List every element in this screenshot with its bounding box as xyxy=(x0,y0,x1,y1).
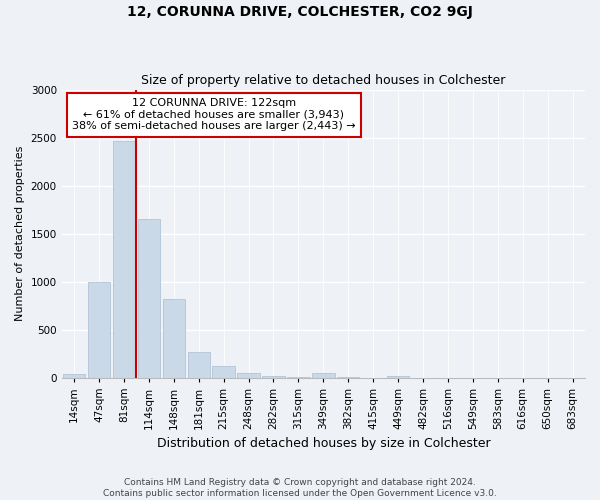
Text: 12, CORUNNA DRIVE, COLCHESTER, CO2 9GJ: 12, CORUNNA DRIVE, COLCHESTER, CO2 9GJ xyxy=(127,5,473,19)
Y-axis label: Number of detached properties: Number of detached properties xyxy=(15,146,25,321)
Bar xyxy=(188,352,210,378)
Text: 12 CORUNNA DRIVE: 122sqm
← 61% of detached houses are smaller (3,943)
38% of sem: 12 CORUNNA DRIVE: 122sqm ← 61% of detach… xyxy=(72,98,356,132)
Bar xyxy=(262,376,285,378)
Bar xyxy=(113,142,135,378)
Bar xyxy=(312,372,335,378)
X-axis label: Distribution of detached houses by size in Colchester: Distribution of detached houses by size … xyxy=(157,437,490,450)
Text: Contains HM Land Registry data © Crown copyright and database right 2024.
Contai: Contains HM Land Registry data © Crown c… xyxy=(103,478,497,498)
Bar xyxy=(137,219,160,378)
Bar xyxy=(387,376,409,378)
Bar xyxy=(212,366,235,378)
Bar xyxy=(163,299,185,378)
Bar xyxy=(63,374,85,378)
Bar xyxy=(238,373,260,378)
Title: Size of property relative to detached houses in Colchester: Size of property relative to detached ho… xyxy=(141,74,506,87)
Bar xyxy=(88,282,110,378)
